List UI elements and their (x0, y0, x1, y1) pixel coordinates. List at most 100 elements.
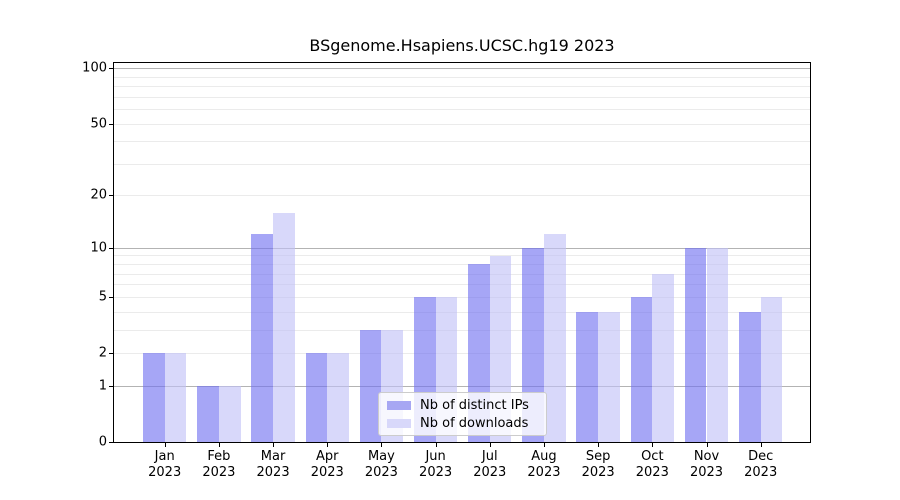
bar-distinct-ips-oct (630, 296, 653, 442)
x-tick-label-jun: Jun 2023 (404, 449, 468, 481)
x-tick-aug (543, 443, 545, 447)
x-tick-oct (652, 443, 654, 447)
x-label-year: 2023 (256, 465, 290, 480)
bar-downloads-feb (218, 385, 241, 442)
x-tick-label-jan: Jan 2023 (133, 449, 197, 481)
y-tick-label-1: 1 (98, 378, 107, 394)
x-label-month: Nov (693, 449, 720, 464)
gridline-y-20 (114, 195, 810, 197)
bar-distinct-ips-mar (251, 234, 274, 442)
x-label-year: 2023 (744, 465, 778, 480)
bar-downloads-oct (652, 273, 674, 442)
bar-downloads-aug (543, 234, 566, 442)
gridline-y-3 (114, 329, 810, 331)
chart-title: BSgenome.Hsapiens.UCSC.hg19 2023 (309, 36, 615, 55)
legend-label-downloads: Nb of downloads (420, 415, 529, 431)
gridline-y-8 (114, 264, 810, 266)
x-tick-nov (706, 443, 708, 447)
x-tick-label-nov: Nov 2023 (675, 449, 739, 481)
x-label-year: 2023 (689, 465, 724, 480)
x-tick-feb (218, 443, 220, 447)
x-label-month: May (367, 449, 395, 464)
x-label-year: 2023 (635, 465, 669, 480)
x-label-month: Jun (425, 449, 446, 464)
x-label-month: Aug (531, 449, 557, 464)
y-tick-10 (109, 247, 113, 249)
x-tick-label-feb: Feb 2023 (187, 449, 251, 481)
y-tick-5 (109, 296, 113, 298)
x-tick-jun (435, 443, 437, 447)
x-tick-sep (598, 443, 600, 447)
gridline-y-30 (114, 163, 810, 165)
x-tick-label-dec: Dec 2023 (729, 449, 793, 481)
y-tick-50 (109, 123, 113, 125)
y-tick-100 (109, 68, 113, 70)
x-tick-jan (164, 443, 166, 447)
gridline-y-70 (114, 96, 810, 98)
gridline-y-6 (114, 284, 810, 286)
x-tick-label-jul: Jul 2023 (458, 449, 522, 481)
y-tick-label-100: 100 (82, 60, 107, 76)
legend-item-distinct-ips: Nb of distinct IPs (387, 398, 538, 413)
y-tick-20 (109, 195, 113, 197)
y-tick-label-0: 0 (98, 434, 107, 450)
x-tick-may (381, 443, 383, 447)
x-label-month: Jan (154, 449, 175, 464)
legend: Nb of distinct IPs Nb of downloads (378, 392, 547, 436)
x-tick-apr (327, 443, 329, 447)
x-label-month: Apr (315, 449, 339, 464)
bar-downloads-sep (598, 311, 620, 442)
legend-item-downloads: Nb of downloads (387, 416, 538, 431)
bar-distinct-ips-feb (197, 385, 219, 442)
bar-distinct-ips-may (359, 329, 382, 442)
bar-downloads-nov (706, 247, 729, 442)
x-label-month: Dec (748, 449, 774, 464)
y-tick-label-2: 2 (98, 345, 107, 361)
bar-downloads-mar (273, 212, 295, 442)
gridline-y-5 (114, 296, 810, 298)
gridline-y-10 (114, 247, 810, 249)
gridline-y-2 (114, 353, 810, 354)
x-label-month: Feb (207, 449, 231, 464)
legend-swatch-distinct-ips (387, 400, 411, 410)
bar-distinct-ips-jan (143, 353, 165, 442)
x-tick-jul (489, 443, 491, 447)
x-label-year: 2023 (148, 465, 182, 480)
gridline-y-7 (114, 273, 810, 275)
y-tick-label-5: 5 (98, 289, 107, 305)
y-tick-label-10: 10 (90, 240, 107, 256)
gridline-y-4 (114, 311, 810, 313)
y-tick-label-50: 50 (90, 116, 107, 132)
x-label-year: 2023 (202, 465, 236, 480)
bars-layer (114, 63, 810, 442)
x-tick-dec (760, 443, 762, 447)
x-tick-label-oct: Oct 2023 (620, 449, 684, 481)
y-tick-2 (109, 353, 113, 354)
bar-downloads-dec (760, 296, 783, 442)
gridline-y-60 (114, 109, 810, 111)
x-label-year: 2023 (527, 465, 561, 480)
bar-distinct-ips-apr (305, 353, 328, 442)
gridline-y-80 (114, 86, 810, 88)
legend-swatch-downloads (387, 418, 411, 428)
x-tick-label-sep: Sep 2023 (566, 449, 630, 481)
x-tick-label-aug: Aug 2023 (512, 449, 576, 481)
x-label-year: 2023 (364, 465, 398, 480)
gridline-y-9 (114, 255, 810, 257)
gridline-y-90 (114, 76, 810, 78)
x-label-year: 2023 (473, 465, 507, 480)
bar-distinct-ips-dec (738, 311, 761, 442)
bar-downloads-jan (164, 353, 187, 442)
x-label-month: Jul (481, 449, 498, 464)
gridline-y-1 (114, 385, 810, 387)
gridlines-layer (114, 63, 810, 442)
x-tick-mar (273, 443, 275, 447)
bar-distinct-ips-nov (684, 247, 707, 442)
y-tick-1 (109, 385, 113, 387)
x-tick-label-mar: Mar 2023 (241, 449, 305, 481)
bar-downloads-apr (327, 353, 349, 442)
x-label-year: 2023 (581, 465, 615, 480)
gridline-y-50 (114, 123, 810, 125)
gridline-y-40 (114, 141, 810, 143)
